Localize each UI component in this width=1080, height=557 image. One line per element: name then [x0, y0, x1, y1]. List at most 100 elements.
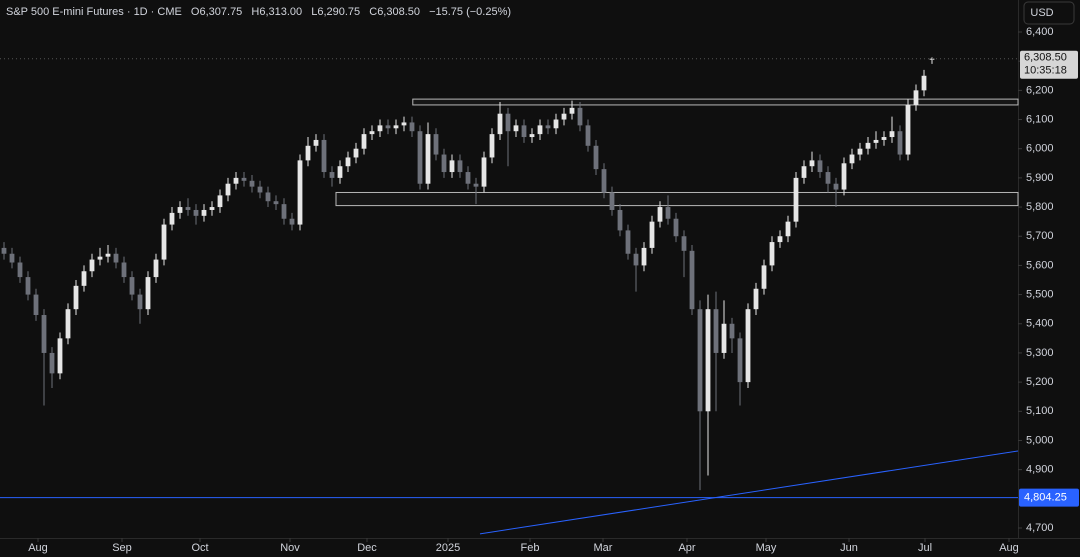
x-tick-label: Mar — [594, 542, 613, 554]
candle-body — [729, 323, 735, 339]
candle-body — [425, 134, 431, 184]
candle-body — [689, 250, 695, 310]
candle-body — [545, 125, 551, 129]
high-value: 6,313.00 — [259, 6, 302, 18]
x-tick-label: Nov — [280, 542, 300, 554]
candle-body — [649, 221, 655, 248]
candle-body — [801, 166, 807, 178]
y-tick-label: 6,000 — [1026, 143, 1054, 155]
candle-body — [257, 186, 263, 193]
candle-body — [65, 309, 71, 339]
currency-button[interactable] — [1023, 1, 1075, 25]
candle-body — [201, 209, 207, 216]
candle-body — [81, 271, 87, 286]
candle-body — [329, 172, 335, 178]
zone — [335, 191, 1019, 207]
candle-body — [761, 265, 767, 289]
price-tag-label: 4,804.25 — [1024, 491, 1067, 503]
candle-body — [513, 125, 519, 132]
candle-body — [1, 247, 7, 254]
candle-body — [137, 294, 143, 310]
candle-body — [697, 309, 703, 412]
candle-body — [449, 160, 455, 173]
candle-body — [481, 157, 487, 187]
y-tick-label: 5,600 — [1026, 259, 1054, 271]
candle-body — [241, 177, 247, 181]
y-tick-label: 5,000 — [1026, 434, 1054, 446]
candle-body — [105, 253, 111, 257]
candle-body — [833, 183, 839, 190]
candle-body — [249, 180, 255, 187]
y-tick-label: 5,700 — [1026, 230, 1054, 242]
candle-body — [185, 207, 191, 210]
candle-body — [873, 139, 879, 143]
candle-body — [769, 242, 775, 266]
y-tick-label: 5,200 — [1026, 376, 1054, 388]
candle-body — [297, 160, 303, 225]
candle-body — [865, 142, 871, 149]
candle-body — [489, 134, 495, 158]
countdown: 10:35:18 — [1024, 65, 1067, 77]
candle-body — [913, 90, 919, 105]
y-tick-label: 4,700 — [1026, 522, 1054, 534]
candle-body — [401, 122, 407, 126]
candle-body — [49, 352, 55, 374]
candle-body — [585, 125, 591, 146]
y-tick-label: 5,300 — [1026, 347, 1054, 359]
x-tick-label: May — [756, 542, 777, 554]
y-tick-label: 5,800 — [1026, 201, 1054, 213]
candle-body — [713, 309, 719, 353]
x-tick-label: Sep — [112, 542, 132, 554]
candle-body — [265, 192, 271, 202]
candle-body — [129, 277, 135, 295]
y-tick-label: 4,900 — [1026, 464, 1054, 476]
candle-body — [473, 183, 479, 187]
candle-body — [777, 236, 783, 243]
x-tick-label: Aug — [28, 542, 48, 554]
candle-body — [233, 177, 239, 184]
candle-body — [617, 209, 623, 231]
candle-body — [41, 315, 47, 353]
price-tag — [1019, 488, 1079, 507]
candle-body — [905, 104, 911, 155]
candle-body — [641, 247, 647, 266]
candle-body — [145, 277, 151, 310]
currency-label[interactable]: USD — [1030, 7, 1053, 19]
candle-body — [505, 113, 511, 132]
x-tick-label: Dec — [357, 542, 377, 554]
candle-body — [753, 288, 759, 310]
candle-body — [889, 131, 895, 138]
candle-body — [321, 139, 327, 173]
candle-body — [305, 145, 311, 161]
y-tick-label: 5,400 — [1026, 318, 1054, 330]
low-value: 6,290.75 — [317, 6, 360, 18]
last-price-tag — [1020, 50, 1078, 79]
candle-body — [809, 160, 815, 167]
candle-body — [417, 131, 423, 184]
candle-body — [785, 221, 791, 237]
candle-body — [57, 338, 63, 374]
candle-body — [225, 183, 231, 196]
candle-body — [313, 139, 319, 146]
x-tick-label: Jun — [840, 542, 858, 554]
zone — [412, 98, 1019, 106]
candle-body — [337, 166, 343, 178]
candle-body — [385, 125, 391, 129]
candle-body — [345, 157, 351, 167]
candle-body — [289, 218, 295, 225]
candle-body — [681, 236, 687, 251]
candle-body — [433, 134, 439, 155]
candle-body — [497, 113, 503, 135]
candle-body — [721, 323, 727, 353]
x-tick-label: Apr — [678, 542, 695, 554]
candle-body — [169, 212, 175, 225]
candle-body — [161, 224, 167, 260]
candle-body — [521, 125, 527, 138]
candle-body — [121, 262, 127, 278]
candle-body — [849, 154, 855, 164]
candle-body — [209, 207, 215, 210]
candle-body — [633, 253, 639, 266]
x-tick-label: Jul — [918, 542, 932, 554]
